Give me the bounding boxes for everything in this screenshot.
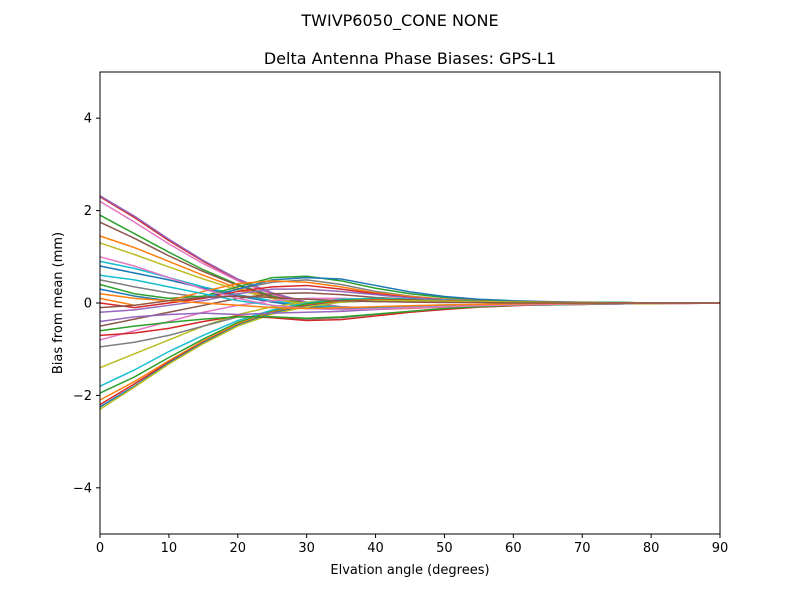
x-tick-label: 10 xyxy=(161,541,178,556)
x-tick-label: 40 xyxy=(367,541,384,556)
x-tick-label: 80 xyxy=(643,541,660,556)
y-tick-label: 4 xyxy=(84,112,92,127)
series-line-32 xyxy=(99,295,720,309)
x-tick-label: 70 xyxy=(574,541,591,556)
x-tick-label: 90 xyxy=(712,541,729,556)
x-axis-label: Elvation angle (degrees) xyxy=(330,563,489,578)
chart-title: Delta Antenna Phase Biases: GPS-L1 xyxy=(264,49,556,68)
x-axis-ticks: 0 10 20 30 40 50 60 70 80 90 xyxy=(96,534,728,556)
y-axis-label: Bias from mean (mm) xyxy=(51,232,66,374)
x-tick-label: 20 xyxy=(230,541,247,556)
x-tick-label: 0 xyxy=(96,541,104,556)
figure-suptitle: TWIVP6050_CONE NONE xyxy=(300,11,498,31)
y-tick-label: 2 xyxy=(84,204,92,219)
y-axis-ticks: −4 −2 0 2 4 xyxy=(73,112,100,496)
x-tick-label: 30 xyxy=(298,541,315,556)
y-tick-label: −2 xyxy=(73,389,92,404)
x-tick-label: 50 xyxy=(436,541,453,556)
x-tick-label: 60 xyxy=(505,541,522,556)
y-tick-label: −4 xyxy=(73,481,92,496)
plot-lines xyxy=(99,195,721,410)
y-tick-label: 0 xyxy=(84,297,92,312)
